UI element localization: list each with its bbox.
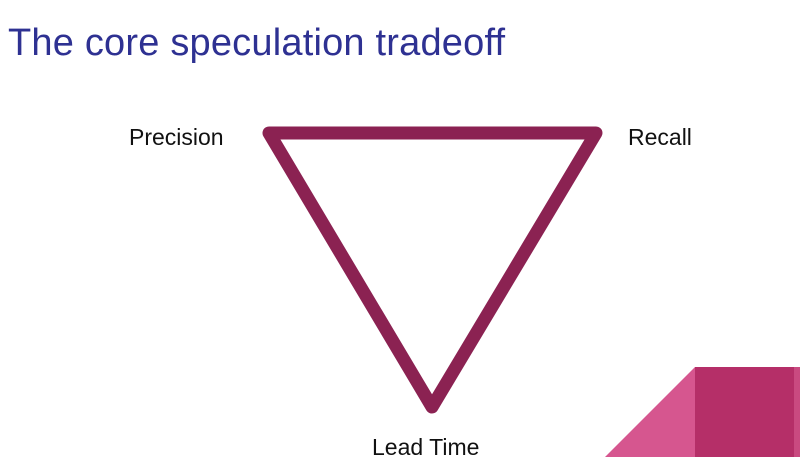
vertex-label-precision: Precision <box>129 124 224 150</box>
corner-decoration <box>605 367 800 457</box>
triangle-outline <box>262 126 603 414</box>
corner-shape-edge <box>794 367 800 457</box>
vertex-label-lead-time: Lead Time <box>372 434 480 460</box>
corner-shape-light <box>605 367 695 457</box>
slide-title: The core speculation tradeoff <box>8 22 506 64</box>
corner-shape-dark <box>695 367 800 457</box>
vertex-label-recall: Recall <box>628 124 692 150</box>
